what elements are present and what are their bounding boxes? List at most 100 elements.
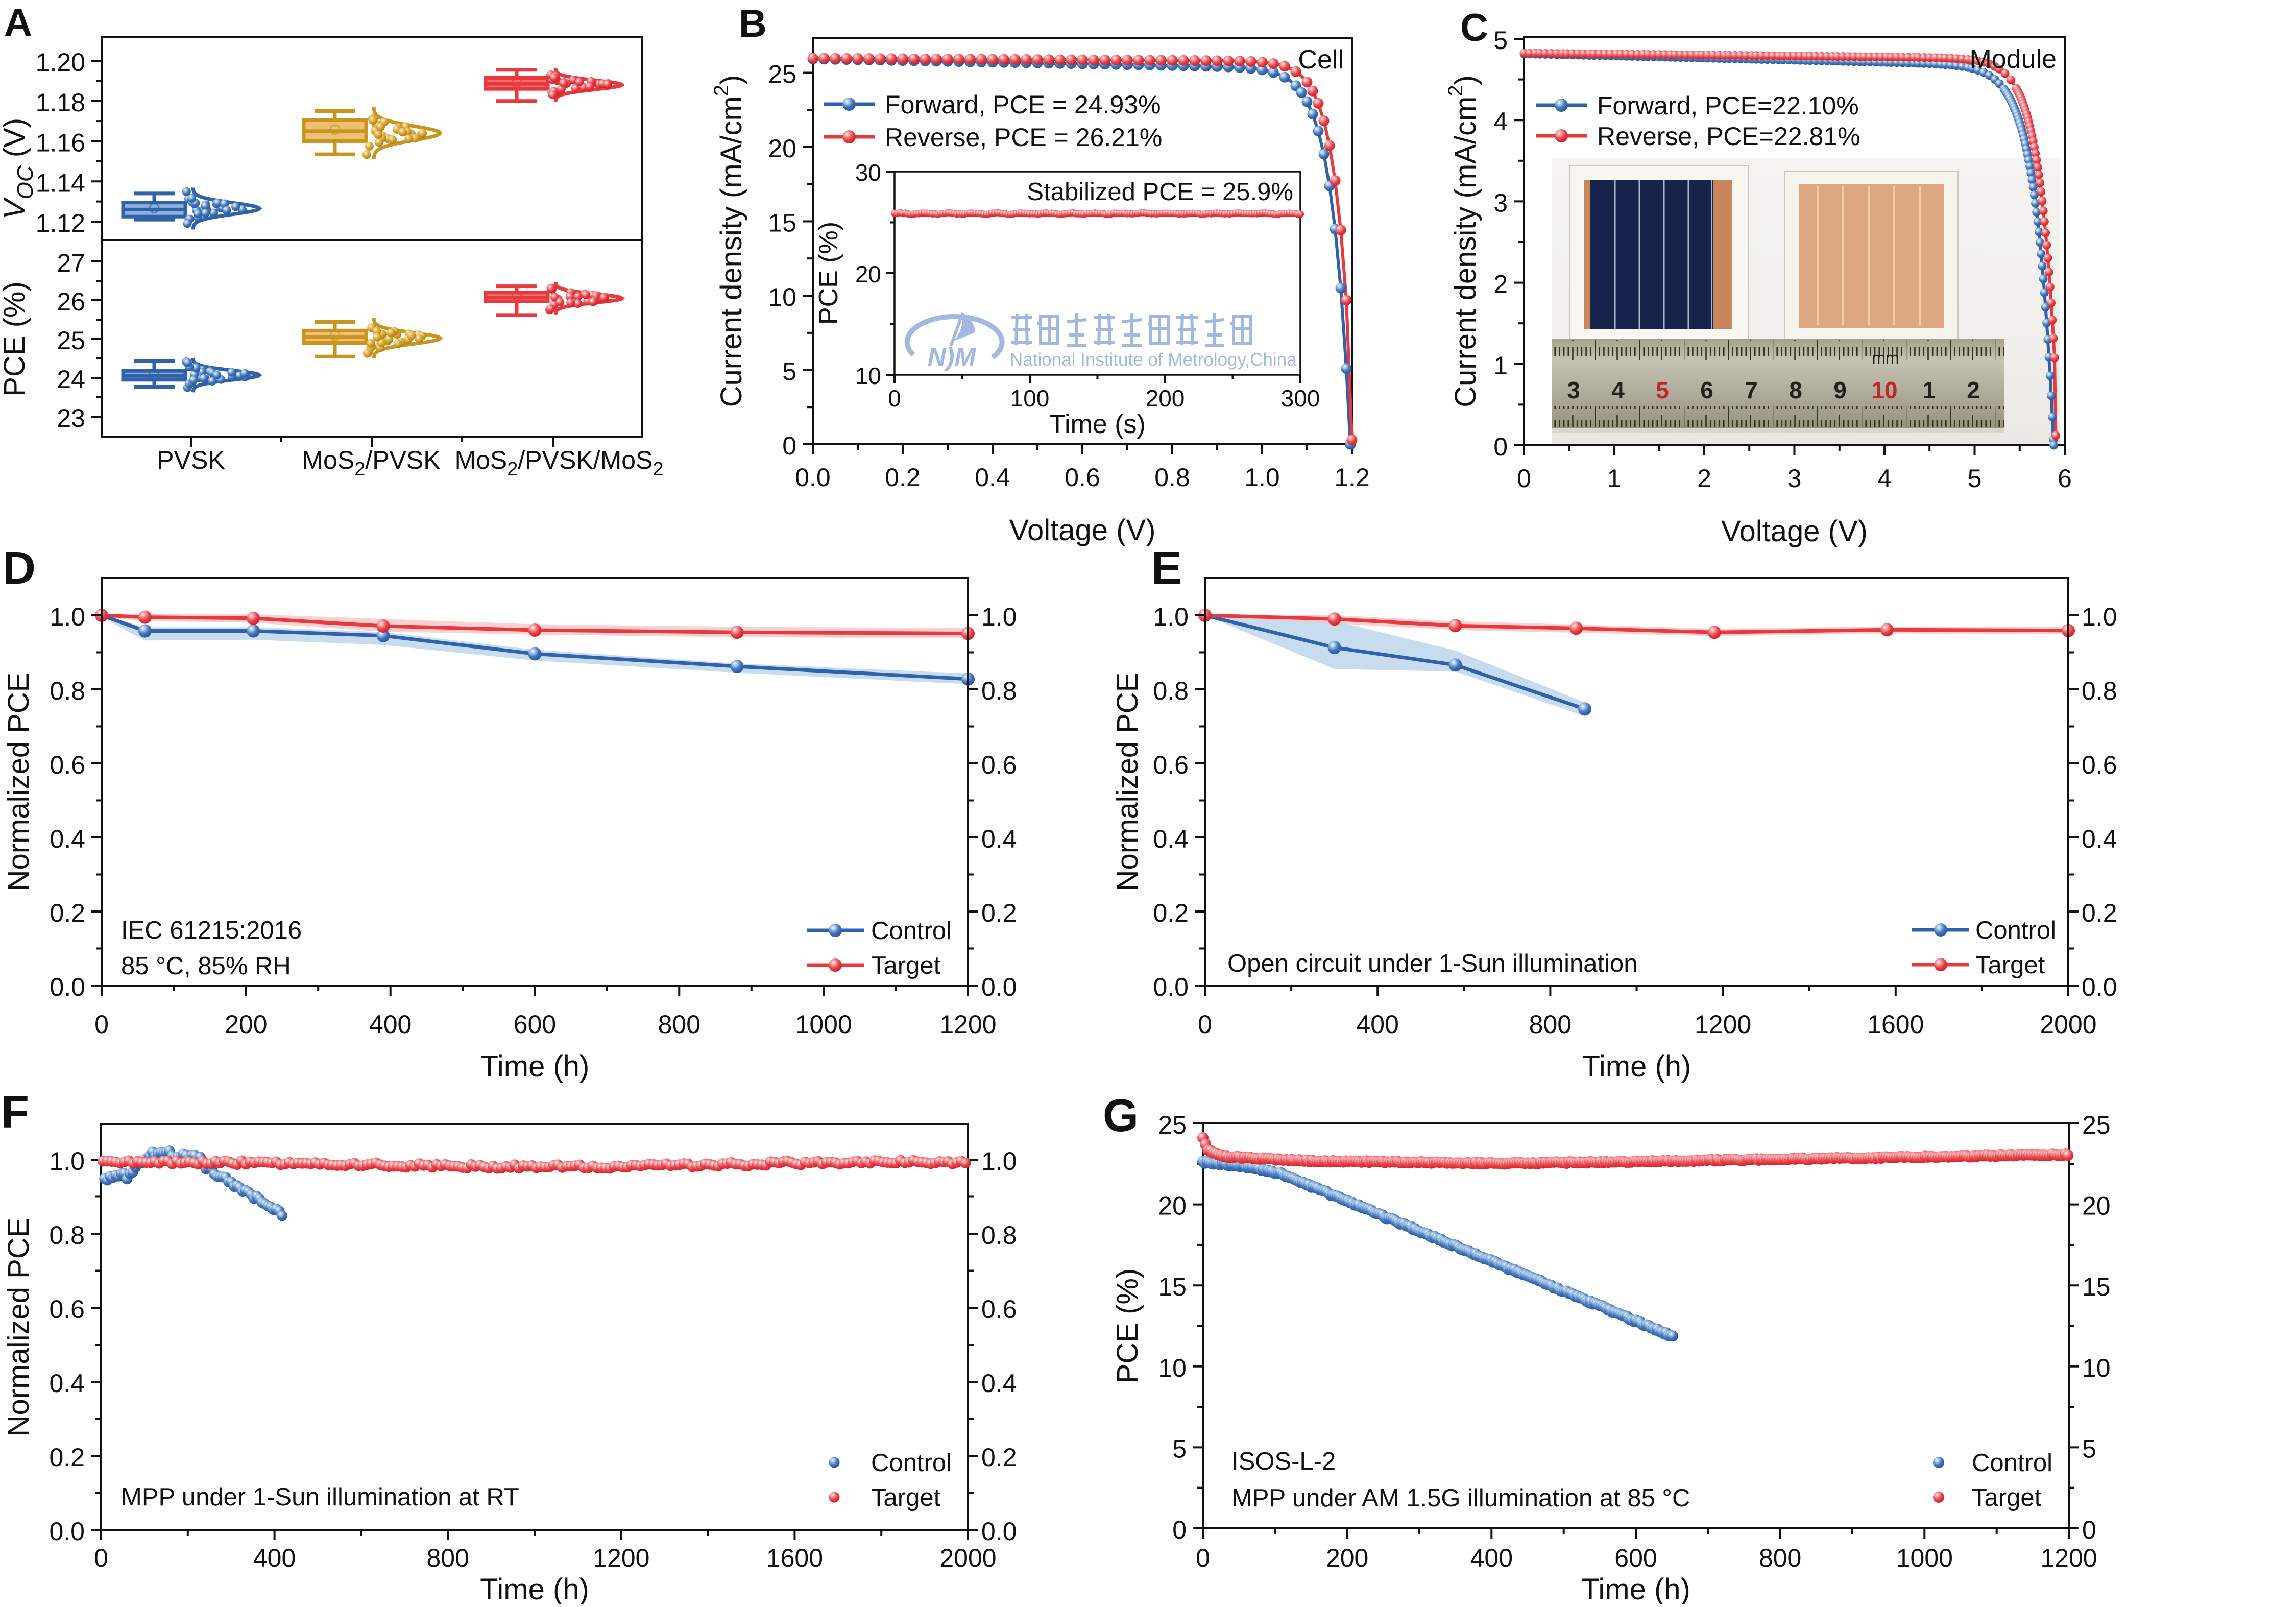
svg-text:0.8: 0.8 [981, 677, 1017, 705]
svg-text:A: A [4, 1, 32, 44]
svg-text:8: 8 [1789, 377, 1802, 403]
svg-text:Forward, PCE=22.10%: Forward, PCE=22.10% [1597, 91, 1859, 120]
svg-text:0.4: 0.4 [50, 825, 85, 853]
svg-text:Control: Control [871, 1449, 952, 1477]
svg-text:Normalized PCE: Normalized PCE [1111, 673, 1144, 892]
svg-text:200: 200 [1146, 385, 1185, 412]
svg-text:15: 15 [1158, 1273, 1187, 1301]
svg-text:1: 1 [1493, 351, 1508, 380]
svg-text:1.12: 1.12 [36, 209, 85, 237]
svg-text:26: 26 [57, 287, 85, 316]
svg-text:PCE (%): PCE (%) [0, 281, 31, 397]
svg-text:400: 400 [1356, 1010, 1398, 1039]
svg-text:3: 3 [1493, 188, 1508, 217]
svg-text:VOC (V): VOC (V) [0, 118, 38, 219]
svg-text:Normalized PCE: Normalized PCE [2, 1218, 35, 1437]
svg-text:0: 0 [1198, 1010, 1212, 1039]
svg-text:25: 25 [768, 60, 796, 89]
svg-text:6: 6 [1700, 377, 1713, 403]
svg-text:Control: Control [871, 917, 952, 945]
svg-text:1.0: 1.0 [981, 1147, 1017, 1176]
svg-text:Time (h): Time (h) [480, 1050, 590, 1083]
svg-text:0.2: 0.2 [885, 463, 921, 492]
svg-text:200: 200 [225, 1010, 267, 1039]
svg-text:0.6: 0.6 [981, 751, 1017, 779]
svg-text:1200: 1200 [593, 1544, 649, 1572]
svg-text:0.0: 0.0 [50, 973, 85, 1001]
svg-text:1200: 1200 [2040, 1544, 2097, 1572]
svg-text:0.8: 0.8 [981, 1221, 1017, 1250]
svg-text:3: 3 [1567, 377, 1580, 403]
svg-text:2: 2 [1493, 270, 1508, 299]
svg-text:800: 800 [1759, 1544, 1801, 1572]
svg-text:0.6: 0.6 [1153, 751, 1189, 779]
svg-text:10: 10 [1158, 1354, 1187, 1382]
svg-text:800: 800 [426, 1544, 469, 1572]
svg-text:0: 0 [94, 1010, 109, 1039]
svg-text:1: 1 [1922, 377, 1936, 403]
svg-text:0.6: 0.6 [50, 751, 85, 779]
svg-text:10: 10 [1871, 377, 1897, 403]
svg-text:1.2: 1.2 [1334, 463, 1370, 492]
svg-text:1.20: 1.20 [36, 48, 85, 77]
svg-text:0.0: 0.0 [2082, 973, 2117, 1001]
svg-text:0: 0 [1517, 464, 1531, 493]
svg-text:Time (h): Time (h) [1582, 1050, 1691, 1083]
svg-text:10: 10 [2082, 1354, 2111, 1382]
svg-text:100: 100 [1010, 385, 1050, 412]
svg-text:4: 4 [1493, 107, 1508, 136]
svg-text:0.8: 0.8 [2082, 677, 2117, 705]
svg-text:2: 2 [1697, 464, 1711, 493]
svg-text:400: 400 [253, 1544, 296, 1572]
svg-text:0.2: 0.2 [981, 899, 1017, 927]
svg-text:4: 4 [1611, 377, 1625, 403]
svg-text:D: D [3, 543, 36, 594]
svg-text:0.8: 0.8 [1153, 677, 1189, 705]
svg-text:1.16: 1.16 [36, 129, 85, 157]
svg-text:20: 20 [768, 134, 796, 163]
svg-text:ISOS-L-2: ISOS-L-2 [1231, 1448, 1336, 1475]
svg-text:1600: 1600 [1867, 1010, 1924, 1039]
svg-text:200: 200 [1326, 1544, 1368, 1572]
svg-text:Reverse, PCE=22.81%: Reverse, PCE=22.81% [1597, 122, 1860, 151]
svg-text:IEC 61215:2016: IEC 61215:2016 [121, 917, 302, 944]
svg-text:National Institute of Metrolog: National Institute of Metrology,China [1010, 350, 1297, 370]
svg-text:1.14: 1.14 [36, 169, 85, 197]
svg-text:1.0: 1.0 [2082, 603, 2117, 631]
svg-text:5: 5 [1172, 1434, 1187, 1463]
svg-text:0.4: 0.4 [981, 1369, 1017, 1398]
svg-text:Time (h): Time (h) [1581, 1573, 1690, 1604]
svg-text:15: 15 [768, 209, 796, 237]
svg-text:Voltage (V): Voltage (V) [1721, 515, 1868, 548]
svg-text:5: 5 [1656, 377, 1669, 403]
svg-text:1000: 1000 [1896, 1544, 1953, 1572]
svg-text:0.4: 0.4 [2082, 825, 2117, 853]
svg-text:15: 15 [2082, 1273, 2111, 1301]
svg-text:1600: 1600 [766, 1544, 823, 1572]
svg-text:2: 2 [1967, 377, 1980, 403]
svg-text:5: 5 [782, 357, 796, 386]
svg-text:E: E [1151, 543, 1182, 594]
svg-text:1200: 1200 [1695, 1010, 1751, 1039]
svg-text:MPP under AM 1.5G illumination: MPP under AM 1.5G illumination at 85 °C [1231, 1484, 1690, 1512]
svg-text:600: 600 [1614, 1544, 1657, 1572]
svg-text:10: 10 [768, 283, 796, 311]
svg-text:0.8: 0.8 [49, 1221, 85, 1250]
svg-text:0.4: 0.4 [981, 825, 1017, 853]
svg-text:0: 0 [888, 385, 901, 412]
svg-text:MoS2/PVSK: MoS2/PVSK [302, 446, 440, 480]
svg-text:0.0: 0.0 [981, 973, 1017, 1001]
svg-text:400: 400 [1470, 1544, 1513, 1572]
svg-text:6: 6 [2058, 464, 2072, 493]
svg-text:Control: Control [1975, 917, 2056, 944]
svg-text:0.6: 0.6 [2082, 751, 2117, 779]
svg-text:3: 3 [1787, 464, 1802, 493]
svg-text:20: 20 [855, 261, 881, 287]
svg-text:Target: Target [871, 1484, 941, 1512]
svg-text:Open circuit under 1-Sun illum: Open circuit under 1-Sun illumination [1227, 950, 1637, 977]
svg-text:C: C [1460, 6, 1488, 50]
svg-text:0.0: 0.0 [49, 1517, 85, 1546]
svg-text:MPP under 1-Sun illumination a: MPP under 1-Sun illumination at RT [121, 1483, 519, 1511]
svg-text:0: 0 [2082, 1516, 2096, 1544]
svg-text:1200: 1200 [939, 1010, 996, 1039]
